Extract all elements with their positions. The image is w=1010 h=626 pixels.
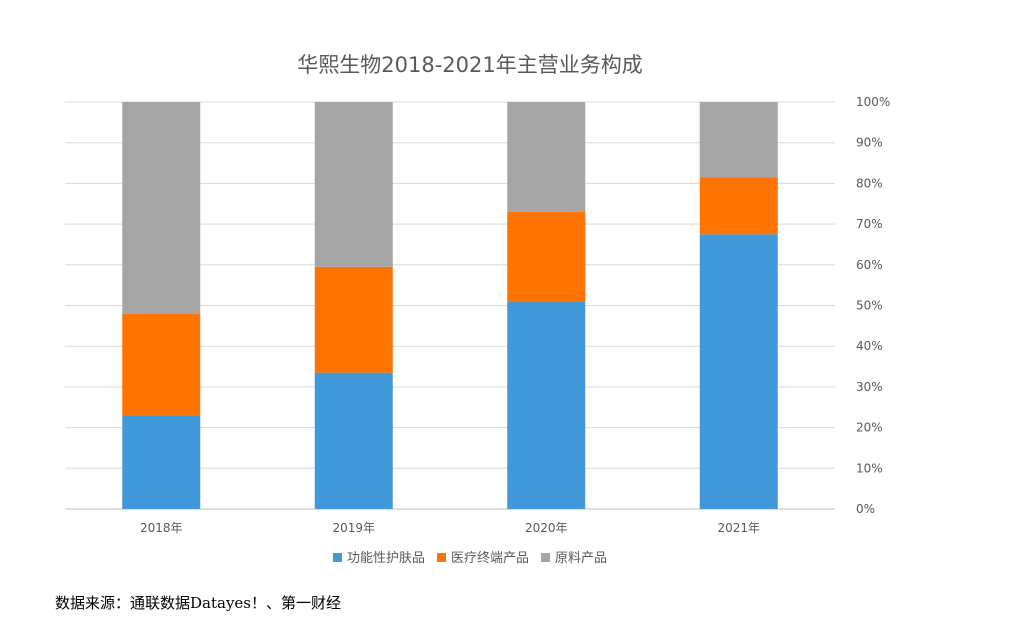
x-tick-label: 2018年 xyxy=(140,521,183,535)
y-tick-label: 100% xyxy=(856,95,890,109)
y-tick-label: 80% xyxy=(856,176,883,190)
chart-title: 华熙生物2018-2021年主营业务构成 xyxy=(297,53,642,77)
y-tick-label: 10% xyxy=(856,461,883,475)
x-tick-label: 2021年 xyxy=(717,521,760,535)
bar-segment xyxy=(507,301,586,509)
legend: 功能性护肤品 医疗终端产品 原料产品 xyxy=(333,550,607,566)
x-tick-label: 2019年 xyxy=(332,521,375,535)
bar-segment xyxy=(122,102,201,314)
bar-segment xyxy=(507,102,586,212)
legend-swatch xyxy=(541,553,550,562)
x-axis-ticks: 2018年 2019年 2020年 2021年 xyxy=(140,521,760,535)
y-tick-label: 0% xyxy=(856,502,875,516)
y-tick-label: 70% xyxy=(856,217,883,231)
y-tick-label: 50% xyxy=(856,299,883,313)
bar-segment xyxy=(122,415,201,509)
bar-segment xyxy=(699,234,778,509)
y-tick-label: 60% xyxy=(856,258,883,272)
legend-label: 功能性护肤品 xyxy=(347,551,425,566)
bar-segment xyxy=(314,372,393,509)
bar-segment xyxy=(507,211,586,302)
y-tick-label: 90% xyxy=(856,136,883,150)
bar-segment xyxy=(314,102,393,267)
source-note: 数据来源：通联数据Datayes！、第一财经 xyxy=(55,594,341,612)
bar-segment xyxy=(314,266,393,373)
y-tick-label: 30% xyxy=(856,380,883,394)
legend-swatch xyxy=(437,553,446,562)
bar-segment xyxy=(122,313,201,416)
legend-label: 原料产品 xyxy=(555,551,607,566)
bar-segment xyxy=(699,102,778,178)
y-tick-label: 20% xyxy=(856,421,883,435)
y-axis-ticks: 0% 10% 20% 30% 40% 50% 60% 70% 80% 90% 100% xyxy=(856,95,890,516)
legend-swatch xyxy=(333,553,342,562)
y-tick-label: 40% xyxy=(856,339,883,353)
bar-segment xyxy=(699,177,778,235)
bars xyxy=(122,102,778,509)
legend-label: 医疗终端产品 xyxy=(451,550,529,566)
x-tick-label: 2020年 xyxy=(525,521,568,535)
